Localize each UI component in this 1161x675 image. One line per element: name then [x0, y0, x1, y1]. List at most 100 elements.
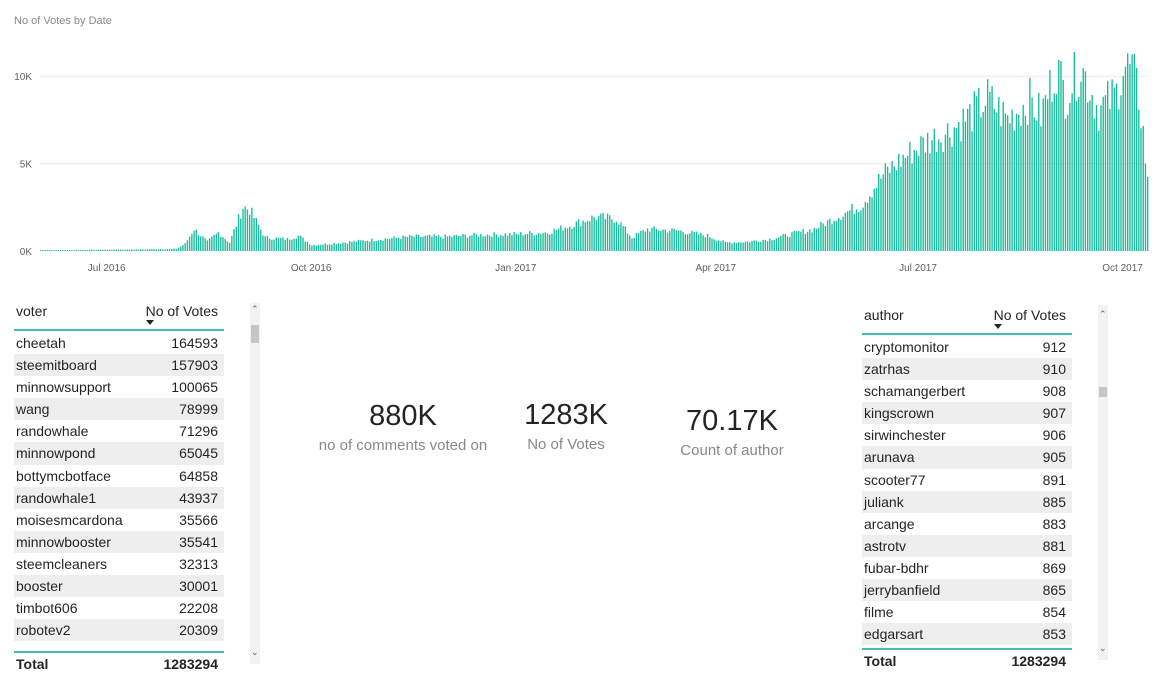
row-name: zatrhas: [864, 361, 910, 378]
bar: [842, 216, 844, 251]
bar: [1093, 118, 1096, 251]
table-row[interactable]: timbot606 22208: [14, 597, 224, 619]
table-row[interactable]: steemitboard 157903: [14, 354, 224, 377]
voter-table-scrollbar[interactable]: ⌃ ⌄: [250, 303, 260, 664]
table-row[interactable]: minnowpond 65045: [14, 442, 224, 465]
table-row[interactable]: juliank 885: [862, 490, 1072, 513]
table-row[interactable]: filme 854: [862, 601, 1072, 623]
table-row[interactable]: fubar-bdhr 869: [862, 557, 1072, 579]
bar: [431, 236, 433, 251]
table-row[interactable]: steemcleaners 32313: [14, 553, 224, 575]
bar: [1109, 108, 1111, 252]
bar: [791, 232, 793, 251]
table-row[interactable]: schamangerbert 908: [862, 380, 1072, 402]
bar: [615, 221, 618, 251]
table-row[interactable]: zatrhas 910: [862, 358, 1072, 381]
table-row[interactable]: cryptomonitor 912: [862, 336, 1072, 358]
row-votes: 907: [1042, 405, 1066, 422]
row-name: astrotv: [864, 537, 907, 554]
bar: [1031, 97, 1033, 251]
scroll-down-icon[interactable]: ⌄: [1099, 643, 1107, 653]
votes-column-header[interactable]: No of Votes: [145, 303, 218, 319]
table-row[interactable]: bottymcbotface 64858: [14, 465, 224, 487]
author-table-scrollbar[interactable]: ⌃ ⌄: [1098, 305, 1108, 660]
author-column-header[interactable]: author: [864, 307, 904, 323]
bar: [737, 242, 740, 251]
table-row[interactable]: randowhale 71296: [14, 420, 224, 442]
total-value: 1283294: [1011, 653, 1066, 669]
votes-by-date-chart[interactable]: 0K 5K 10K Jul 2016 Oct 2016 Jan 2017 Apr 2017 J…: [0, 30, 1161, 280]
table-row[interactable]: booster 30001: [14, 575, 224, 598]
bar: [575, 221, 578, 251]
bar: [984, 105, 987, 251]
bar: [802, 229, 804, 251]
voter-column-header[interactable]: voter: [16, 303, 48, 319]
bar: [711, 238, 713, 251]
bar: [1142, 125, 1144, 251]
sort-desc-icon[interactable]: [146, 320, 154, 325]
row-votes: 891: [1042, 471, 1066, 488]
bar: [95, 249, 97, 251]
table-row[interactable]: minnowbooster 35541: [14, 530, 224, 553]
bar: [1129, 64, 1131, 251]
author-table-header[interactable]: author No of Votes: [862, 307, 1072, 335]
bar: [1035, 120, 1038, 251]
bar: [909, 141, 911, 251]
bar: [595, 220, 598, 251]
bar: [1024, 115, 1027, 251]
bar: [642, 230, 644, 251]
table-row[interactable]: scooter77 891: [862, 469, 1072, 491]
table-row[interactable]: jerrybanfield 865: [862, 579, 1072, 602]
votes-column-header[interactable]: No of Votes: [993, 307, 1066, 323]
voter-table-header[interactable]: voter No of Votes: [14, 303, 224, 331]
table-row[interactable]: astrotv 881: [862, 534, 1072, 557]
bar: [1078, 96, 1080, 251]
bar: [337, 243, 340, 251]
table-row[interactable]: wang 78999: [14, 398, 224, 421]
bar: [702, 235, 704, 251]
bar: [168, 248, 171, 251]
bar: [55, 249, 57, 251]
row-name: minnowbooster: [16, 533, 111, 550]
bar: [669, 230, 671, 251]
bar: [333, 242, 335, 251]
table-row[interactable]: kingscrown 907: [862, 402, 1072, 425]
scroll-thumb[interactable]: [1099, 387, 1107, 397]
bar: [204, 238, 206, 251]
scroll-up-icon[interactable]: ⌃: [251, 304, 259, 314]
table-row[interactable]: robotev2 20309: [14, 619, 224, 642]
bar: [798, 231, 800, 251]
bar: [1131, 54, 1133, 252]
bar: [1042, 98, 1044, 251]
scroll-down-icon[interactable]: ⌄: [251, 647, 259, 657]
bar: [680, 230, 682, 251]
bar: [911, 163, 913, 251]
scroll-up-icon[interactable]: ⌃: [1099, 309, 1107, 319]
table-row[interactable]: edgarsart 853: [862, 623, 1072, 646]
bar: [457, 235, 460, 251]
table-row[interactable]: arunava 905: [862, 446, 1072, 469]
bar: [106, 249, 109, 251]
bar: [551, 233, 553, 251]
bar: [840, 219, 842, 251]
table-row[interactable]: sirwinchester 906: [862, 424, 1072, 446]
scroll-thumb[interactable]: [251, 325, 259, 343]
bar: [113, 249, 115, 251]
table-row[interactable]: minnowsupport 100065: [14, 376, 224, 398]
table-row[interactable]: randowhale1 43937: [14, 486, 224, 509]
row-name: jerrybanfield: [864, 582, 941, 599]
bar: [1060, 61, 1062, 252]
bar: [126, 249, 129, 251]
bar: [924, 152, 927, 251]
table-row[interactable]: moisesmcardona 35566: [14, 509, 224, 531]
bar: [384, 238, 386, 251]
card-label: no of comments voted on: [318, 437, 488, 454]
table-row[interactable]: arcange 883: [862, 513, 1072, 535]
bar: [495, 234, 498, 251]
table-row[interactable]: cheetah 164593: [14, 332, 224, 354]
x-tick-label: Jul 2017: [899, 263, 937, 274]
sort-desc-icon[interactable]: [994, 324, 1002, 329]
bar: [284, 239, 286, 251]
bar: [773, 239, 775, 251]
bar: [137, 249, 140, 251]
